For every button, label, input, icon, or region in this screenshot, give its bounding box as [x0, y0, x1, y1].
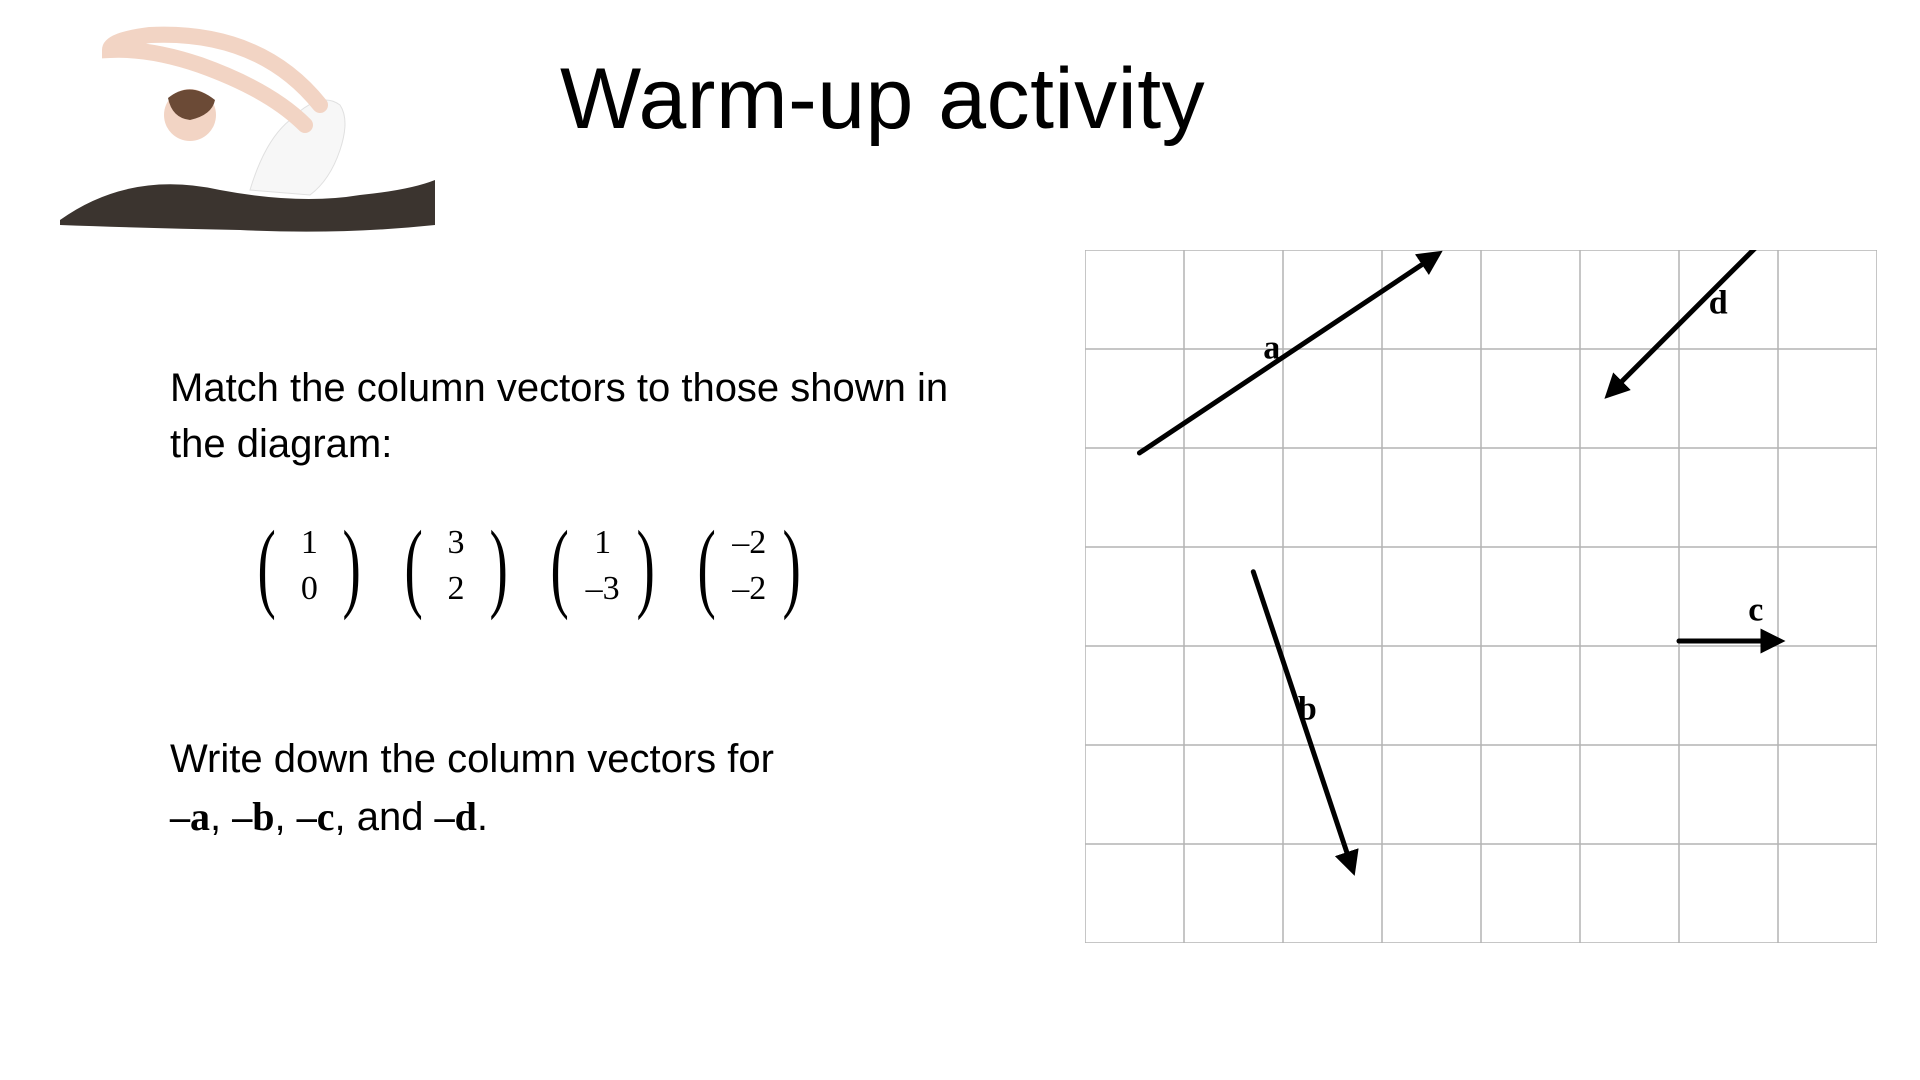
- vector-entry: 1: [301, 520, 318, 566]
- decor-stretching-person: [40, 20, 440, 250]
- neg-vector-label: –b: [232, 794, 274, 839]
- neg-vector-label: –d: [435, 794, 477, 839]
- column-vector: ( –2 –2 ): [690, 520, 809, 612]
- vector-entry: –2: [732, 520, 766, 566]
- grid-svg: a b c d: [1085, 250, 1877, 943]
- sep: ,: [210, 795, 232, 839]
- vector-grid-diagram: a b c d: [1085, 250, 1877, 943]
- vector-entry: –3: [586, 566, 620, 612]
- sep: , and: [334, 795, 434, 839]
- column-vectors-row: ( 1 0 ) ( 3 2 ) ( 1 –3 ) ( –2: [250, 520, 809, 612]
- vector-entry: 1: [594, 520, 611, 566]
- vector-label-a: a: [1263, 329, 1280, 366]
- vector-entry: –2: [732, 566, 766, 612]
- vector-label-c: c: [1748, 592, 1763, 629]
- column-vector: ( 1 0 ): [250, 520, 369, 612]
- vector-label-d: d: [1709, 285, 1728, 322]
- end: .: [477, 795, 488, 839]
- slide: Warm-up activity Match the column vector…: [0, 0, 1920, 1080]
- neg-vector-label: –c: [297, 794, 335, 839]
- prompt-text: Write down the column vectors for: [170, 737, 774, 781]
- vector-entry: 3: [447, 520, 464, 566]
- vector-entry: 0: [301, 566, 318, 612]
- sep: ,: [274, 795, 296, 839]
- prompt-match-vectors: Match the column vectors to those shown …: [170, 360, 950, 472]
- neg-vector-label: –a: [170, 794, 210, 839]
- column-vector: ( 3 2 ): [397, 520, 516, 612]
- column-vector: ( 1 –3 ): [543, 520, 662, 612]
- vector-label-b: b: [1298, 691, 1317, 728]
- vector-entry: 2: [447, 566, 464, 612]
- prompt-write-negatives: Write down the column vectors for –a, –b…: [170, 730, 950, 846]
- slide-title: Warm-up activity: [560, 50, 1205, 149]
